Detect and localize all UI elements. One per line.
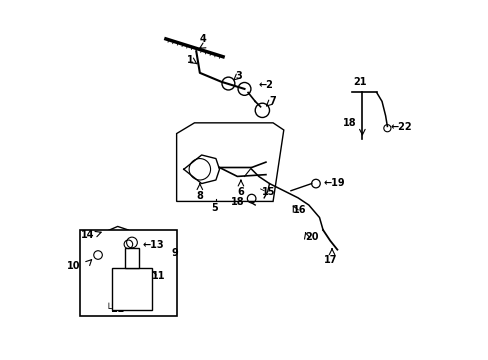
Text: 8: 8 bbox=[196, 191, 203, 201]
Text: 3: 3 bbox=[235, 71, 242, 81]
Text: 10: 10 bbox=[66, 261, 80, 271]
Text: 18: 18 bbox=[230, 197, 244, 207]
Text: 5: 5 bbox=[210, 203, 217, 213]
Bar bbox=[124, 248, 139, 267]
FancyBboxPatch shape bbox=[112, 267, 151, 310]
Text: 17: 17 bbox=[323, 255, 336, 265]
FancyBboxPatch shape bbox=[80, 230, 176, 316]
Text: ←22: ←22 bbox=[389, 122, 411, 132]
Text: 6: 6 bbox=[237, 187, 244, 197]
Text: 18: 18 bbox=[343, 118, 356, 128]
Text: 16: 16 bbox=[292, 205, 305, 215]
Text: 14: 14 bbox=[81, 230, 94, 240]
Text: 20: 20 bbox=[305, 232, 318, 242]
Text: ←19: ←19 bbox=[323, 178, 344, 188]
Text: 21: 21 bbox=[352, 77, 366, 87]
Text: 11: 11 bbox=[151, 271, 165, 282]
Text: 15: 15 bbox=[261, 187, 275, 197]
Text: 9: 9 bbox=[171, 248, 178, 258]
Text: ←2: ←2 bbox=[258, 80, 273, 90]
Text: └12: └12 bbox=[105, 303, 124, 314]
Text: 1: 1 bbox=[186, 55, 193, 65]
Text: ←13: ←13 bbox=[142, 240, 164, 250]
Text: 4: 4 bbox=[200, 34, 206, 44]
Text: 7: 7 bbox=[269, 96, 276, 107]
